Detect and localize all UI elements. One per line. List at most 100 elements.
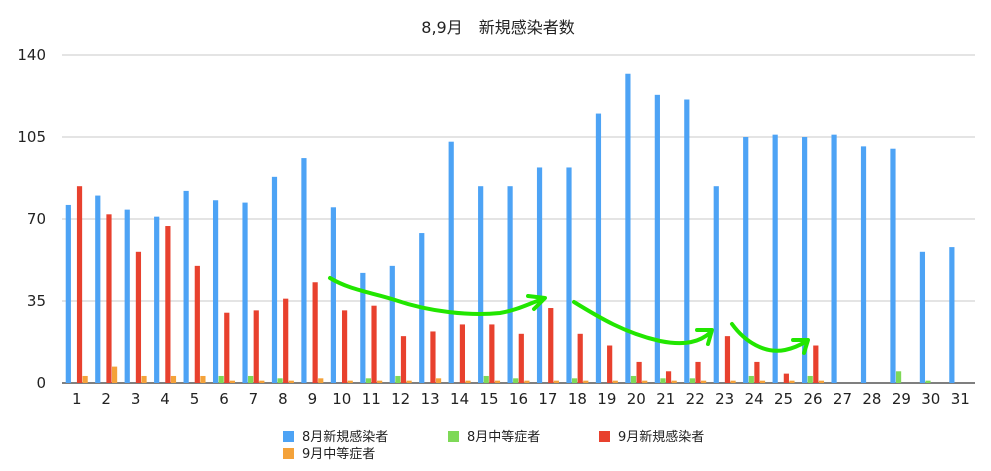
bar: [165, 226, 171, 383]
bar: [701, 380, 707, 383]
bar: [76, 186, 83, 383]
x-tick-label: 14: [450, 390, 469, 408]
bar: [642, 380, 648, 383]
green-arrow-1: [328, 276, 545, 316]
bar: [288, 380, 294, 383]
y-axis-ticks: 0 35 70 105 140: [17, 46, 46, 392]
bar: [253, 310, 259, 383]
bar: [754, 361, 760, 383]
bar: [759, 380, 766, 383]
bar: [813, 345, 819, 383]
bar: [106, 214, 112, 383]
bar: [595, 113, 602, 383]
green-arrow-3-head: [791, 338, 810, 355]
legend-swatch: [283, 431, 294, 442]
x-tick-label: 7: [249, 390, 259, 408]
bar: [347, 380, 353, 383]
bar: [135, 251, 142, 383]
bar: [65, 204, 71, 383]
bar: [684, 99, 690, 383]
bar: [949, 247, 955, 383]
bar: [111, 366, 118, 383]
bar: [277, 378, 283, 383]
bar: [513, 378, 519, 383]
bar: [925, 380, 931, 383]
x-tick-label: 10: [332, 390, 351, 408]
x-tick-label: 19: [597, 390, 616, 408]
x-tick-label: 5: [190, 390, 200, 408]
bar: [630, 375, 637, 383]
bar: [141, 375, 147, 383]
annotations: [328, 276, 810, 355]
x-tick-label: 11: [362, 390, 381, 408]
bar: [654, 94, 660, 383]
bar: [224, 312, 230, 383]
bar: [919, 251, 926, 383]
x-tick-label: 18: [568, 390, 587, 408]
x-tick-label: 2: [101, 390, 111, 408]
x-tick-label: 3: [131, 390, 141, 408]
legend: 8月新規感染者 8月中等症者 9月新規感染者 9月中等症者: [283, 429, 704, 462]
x-tick-label: 25: [774, 390, 793, 408]
x-tick-label: 30: [921, 390, 940, 408]
bar: [229, 380, 235, 383]
bar: [612, 380, 618, 383]
bar: [154, 216, 160, 383]
bar: [218, 375, 224, 383]
bar: [330, 207, 336, 383]
bar: [170, 375, 177, 383]
x-tick-label: 17: [538, 390, 557, 408]
bar: [818, 380, 825, 383]
bar: [772, 134, 778, 383]
bar: [395, 375, 401, 383]
x-tick-label: 26: [803, 390, 822, 408]
bar: [607, 345, 613, 383]
x-tick-label: 8: [278, 390, 288, 408]
bar: [448, 141, 454, 383]
bar: [548, 308, 554, 383]
bar: [895, 371, 902, 383]
bar: [524, 380, 530, 383]
bar: [860, 146, 867, 383]
x-tick-label: 24: [745, 390, 764, 408]
bar: [371, 305, 377, 383]
bar: [360, 272, 366, 383]
bar: [483, 375, 489, 383]
bar: [435, 378, 442, 383]
bar: [400, 336, 407, 383]
bar: [724, 336, 731, 383]
x-tick-label: 21: [656, 390, 675, 408]
bar: [802, 137, 808, 383]
x-tick-label: 13: [421, 390, 440, 408]
x-tick-label: 29: [892, 390, 911, 408]
bar: [748, 375, 754, 383]
x-tick-label: 9: [308, 390, 318, 408]
bar: [465, 380, 471, 383]
x-tick-label: 27: [833, 390, 852, 408]
bar: [566, 167, 572, 383]
chart-title: 8,9月 新規感染者数: [421, 18, 574, 37]
bar: [665, 371, 672, 383]
legend-swatch: [599, 431, 610, 442]
bar: [301, 158, 307, 383]
bar: [890, 148, 896, 383]
bar: [259, 380, 265, 383]
bar: [695, 361, 701, 383]
y-tick-label: 70: [27, 210, 46, 228]
bar: [194, 265, 200, 383]
bar: [271, 176, 278, 383]
bar: [183, 190, 189, 383]
bar: [430, 331, 436, 383]
bar: [341, 310, 348, 383]
bar: [689, 378, 696, 383]
x-tick-label: 31: [951, 390, 970, 408]
x-tick-label: 20: [627, 390, 646, 408]
bar: [583, 380, 589, 383]
bar: [489, 324, 495, 383]
x-tick-label: 1: [72, 390, 82, 408]
bar: [536, 167, 543, 383]
bar: [200, 375, 206, 383]
bar: [494, 380, 501, 383]
green-arrow-1-head: [526, 294, 547, 311]
bars: [65, 73, 955, 384]
